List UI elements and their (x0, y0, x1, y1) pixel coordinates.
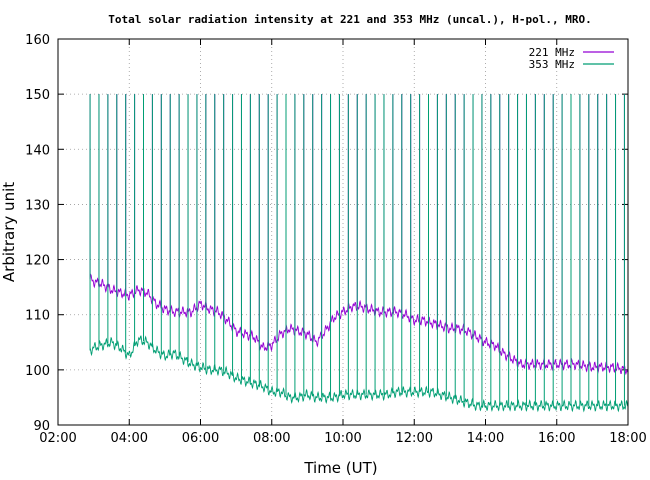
y-tick-label: 110 (25, 309, 50, 324)
x-tick-label: 14:00 (467, 431, 504, 446)
legend-label-221: 221 MHz (529, 46, 575, 59)
x-tick-label: 18:00 (609, 431, 646, 446)
series-line-0 (89, 273, 629, 376)
y-tick-label: 100 (25, 364, 50, 379)
plot-series (89, 94, 629, 413)
grid-lines (58, 39, 628, 425)
x-axis-label: Time (UT) (303, 459, 377, 477)
x-tick-label: 16:00 (538, 431, 575, 446)
x-tick-label: 12:00 (396, 431, 433, 446)
y-tick-label: 140 (25, 143, 50, 158)
legend-label-353: 353 MHz (529, 58, 575, 71)
y-tick-label: 130 (25, 198, 50, 213)
series-line-1 (89, 335, 629, 413)
x-tick-label: 04:00 (111, 431, 148, 446)
y-tick-label: 150 (25, 88, 50, 103)
y-tick-label: 90 (33, 419, 50, 434)
x-axis-ticks: 02:00 04:00 06:00 08:00 10:00 12:00 14:00 16:00… (39, 39, 647, 446)
legend: 221 MHz 353 MHz (529, 46, 614, 71)
y-tick-label: 120 (25, 254, 50, 269)
y-tick-label: 160 (25, 33, 50, 48)
y-axis-label: Arbitrary unit (0, 182, 18, 282)
x-tick-label: 02:00 (39, 431, 76, 446)
x-tick-label: 10:00 (324, 431, 361, 446)
y-axis-ticks: 90 100 110 120 130 140 150 160 (25, 33, 628, 434)
x-tick-label: 08:00 (253, 431, 290, 446)
plot-frame (57, 38, 629, 426)
x-tick-label: 06:00 (182, 431, 219, 446)
chart-title: Total solar radiation intensity at 221 a… (108, 13, 591, 26)
